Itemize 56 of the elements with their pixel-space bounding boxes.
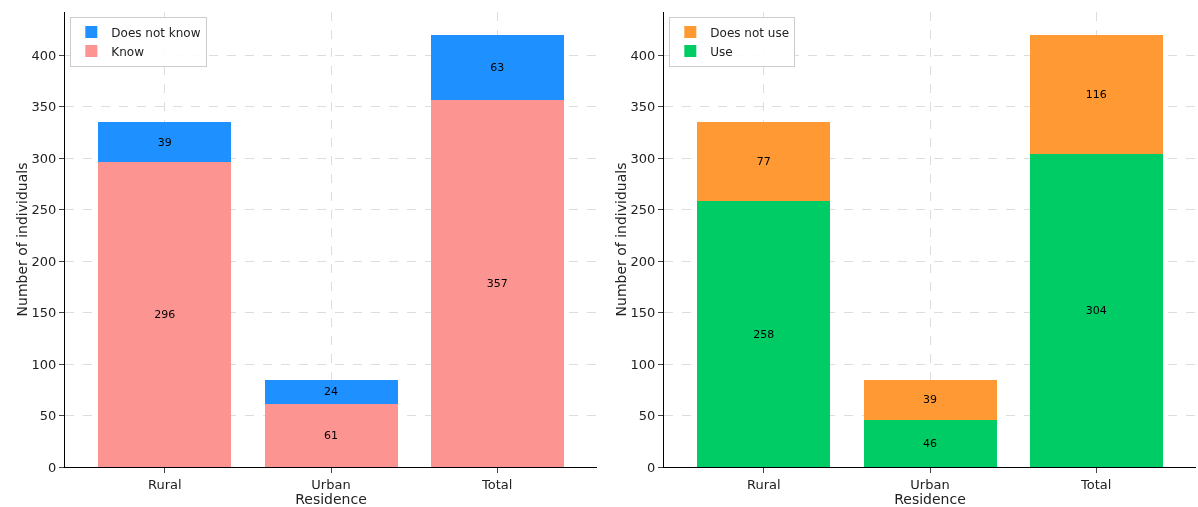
y-tick-label: 0: [48, 459, 57, 475]
data-label: 39: [157, 135, 172, 149]
bar: [697, 122, 831, 202]
y-tick-label: 350: [31, 99, 57, 115]
y-tick-label: 350: [630, 99, 656, 115]
bar: [98, 162, 232, 467]
data-label: 304: [1085, 304, 1107, 318]
y-tick-label: 50: [39, 408, 57, 424]
bar: [863, 419, 997, 467]
data-label: 77: [756, 155, 771, 169]
bar: [863, 379, 997, 420]
legend-label: Use: [710, 44, 733, 59]
bar: [264, 379, 398, 405]
data-label: 24: [324, 385, 338, 399]
y-tick-label: 150: [630, 305, 656, 321]
data-label: 63: [490, 60, 505, 74]
legend-label: Does not use: [710, 25, 790, 40]
data-label: 61: [324, 429, 338, 443]
bar: [697, 201, 831, 467]
data-label: 46: [923, 436, 937, 450]
bar: [98, 122, 232, 163]
y-axis-title: Number of individuals: [612, 162, 629, 317]
y-tick-label: 200: [31, 253, 57, 269]
y-tick-label: 200: [630, 253, 656, 269]
y-axis-title: Number of individuals: [13, 162, 30, 317]
x-axis-title: Residence: [295, 491, 367, 507]
y-tick-label: 250: [630, 202, 656, 218]
bar: [1029, 34, 1163, 155]
y-tick-label: 400: [31, 47, 57, 63]
bar: [264, 404, 398, 467]
y-tick-label: 50: [638, 408, 656, 424]
x-axis-title: Residence: [894, 491, 966, 507]
y-tick-label: 0: [647, 459, 656, 475]
y-tick-label: 100: [630, 356, 656, 372]
y-tick-label: 100: [31, 356, 57, 372]
data-label: 357: [486, 276, 508, 290]
legend-label: Know: [111, 44, 145, 59]
legend-label: Does not know: [111, 25, 201, 40]
bar: [1029, 154, 1163, 467]
data-label: 296: [154, 308, 176, 322]
y-tick-label: 250: [31, 202, 57, 218]
x-tick-label: Total: [1080, 476, 1112, 492]
data-label: 258: [753, 327, 775, 341]
y-tick-label: 300: [31, 150, 57, 166]
x-tick-label: Total: [481, 476, 513, 492]
bar: [430, 99, 564, 467]
x-tick-label: Rural: [147, 476, 182, 492]
y-tick-label: 300: [630, 150, 656, 166]
y-tick-label: 150: [31, 305, 57, 321]
x-tick-label: Rural: [746, 476, 781, 492]
y-tick-label: 400: [630, 47, 656, 63]
bar: [430, 34, 564, 100]
data-label: 39: [923, 393, 937, 407]
x-tick-label: Urban: [910, 476, 950, 492]
data-label: 116: [1085, 87, 1107, 101]
x-tick-label: Urban: [311, 476, 351, 492]
